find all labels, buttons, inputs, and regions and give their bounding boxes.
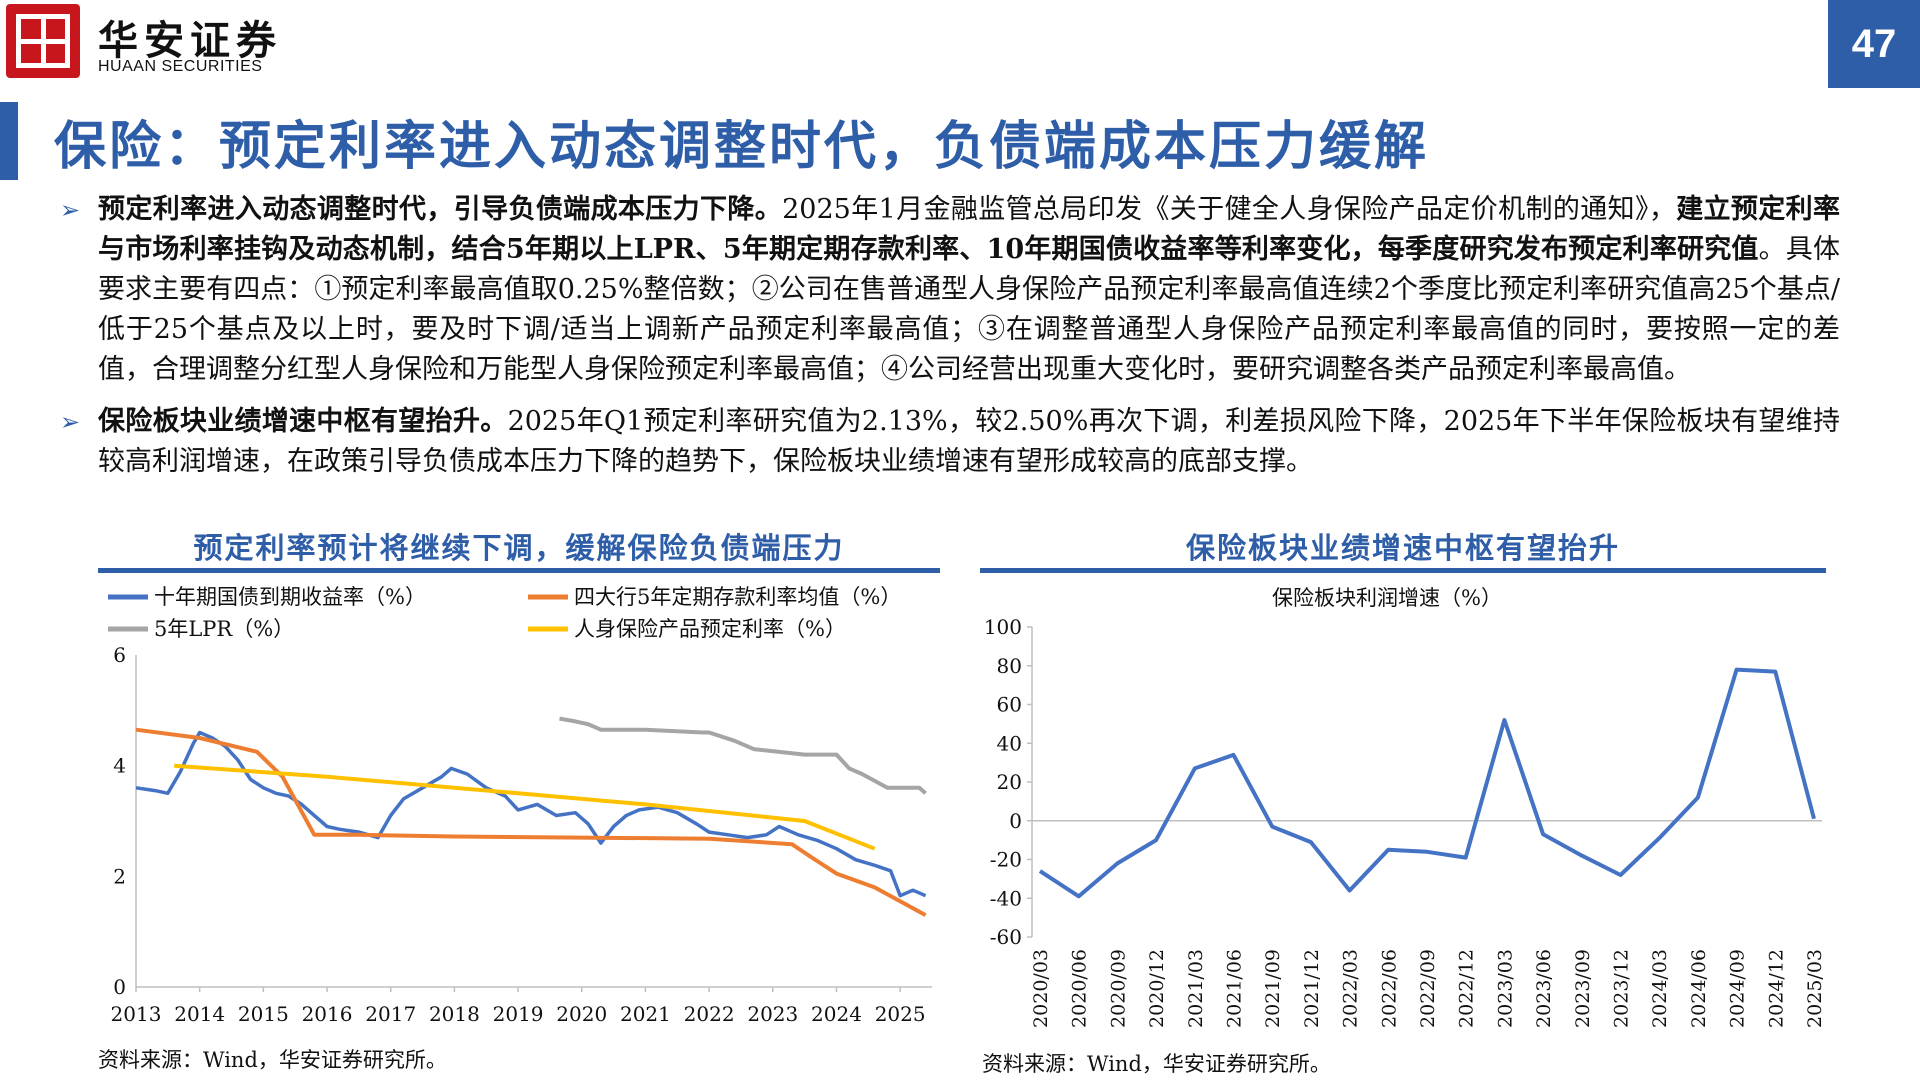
company-name-cn: 华安证券 [98, 17, 282, 64]
right-x-tick-label: 2020/12 [1146, 949, 1168, 1028]
bullet-1-seg-3: 建立预定利率与市场利率挂钩及动态机制，结合5年期以上LPR、5年期定期存款利率、… [98, 194, 1841, 265]
series-line-2 [135, 727, 927, 917]
left-chart: 十年期国债到期收益率（%） 四大行5年定期存款利率均值（%） 5年LPR（%） 人身保… [108, 585, 932, 1026]
bullet-1-seg-2: 2025年1月金融监管总局印发《关于健全人身保险产品定价机制的通知》， [782, 194, 1677, 225]
legend-label-2: 四大行5年定期存款利率均值（%） [574, 585, 901, 609]
right-x-tick-label: 2020/06 [1069, 949, 1091, 1028]
left-x-tick-label: 2021 [620, 1002, 671, 1026]
arrow-right-icon: ➢ [60, 196, 81, 224]
right-y-tick-label: 40 [997, 731, 1022, 755]
left-chart-source: 资料来源：Wind，华安证券研究所。 [98, 1048, 447, 1072]
left-y-tick-label: 4 [113, 754, 126, 778]
bullet-item-1: ➢ 预定利率进入动态调整时代，引导负债端成本压力下降。2025年1月金融监管总局… [60, 190, 1840, 390]
right-y-tick-label: -60 [990, 925, 1022, 949]
right-x-tick-label: 2025/03 [1804, 949, 1826, 1028]
right-x-tick-label: 2021/12 [1301, 949, 1323, 1028]
legend-label-3: 5年LPR（%） [154, 617, 294, 641]
right-x-tick-label: 2021/09 [1262, 949, 1284, 1028]
left-x-tick-label: 2018 [429, 1002, 480, 1026]
series-line-1 [135, 730, 927, 898]
right-y-tick-label: 0 [1009, 809, 1022, 833]
left-x-tick-label: 2020 [556, 1002, 607, 1026]
right-x-tick-label: 2022/06 [1378, 949, 1400, 1028]
bullet-2-seg-2: 2025年Q1预定利率研究值为2.13%，较2.50%再次下调，利差损风险下降，… [98, 406, 1840, 477]
bullet-1-seg-1: 预定利率进入动态调整时代，引导负债端成本压力下降。 [98, 194, 783, 225]
left-y-tick-label: 0 [113, 975, 126, 999]
left-x-tick-label: 2025 [875, 1002, 926, 1026]
left-y-tick-label: 6 [113, 643, 126, 667]
bullet-1-seg-4: 。具体要求主要有四点：①预定利率最高值取0.25%整倍数；②公司在售普通型人身保… [98, 234, 1841, 385]
right-x-tick-label: 2023/06 [1533, 949, 1555, 1028]
right-x-tick-label: 2024/09 [1727, 949, 1749, 1028]
right-x-tick-label: 2022/09 [1417, 949, 1439, 1028]
right-y-tick-label: 60 [997, 693, 1022, 717]
left-x-tick-label: 2022 [684, 1002, 735, 1026]
company-name-en: HUAAN SECURITIES [98, 58, 263, 75]
right-chart: 保险板块利润增速（%） -60 -40 -20 0 20 40 60 80 100 2020/03 2… [984, 586, 1826, 1028]
left-x-tick-label: 2013 [111, 1002, 162, 1026]
right-x-tick-label: 2024/12 [1765, 949, 1787, 1028]
right-x-tick-label: 2022/12 [1456, 949, 1478, 1028]
right-chart-title: 保险板块利润增速（%） [1272, 586, 1502, 610]
profit-growth-line [1038, 667, 1816, 899]
right-x-tick-label: 2021/03 [1185, 949, 1207, 1028]
page-number: 47 [1828, 0, 1920, 88]
right-x-tick-label: 2024/06 [1688, 949, 1710, 1028]
right-x-tick-label: 2023/12 [1611, 949, 1633, 1028]
right-x-tick-label: 2020/03 [1030, 949, 1052, 1028]
left-x-tick-label: 2019 [493, 1002, 544, 1026]
right-x-tick-label: 2020/09 [1107, 949, 1129, 1028]
left-x-tick-label: 2023 [747, 1002, 798, 1026]
right-x-tick-label: 2023/09 [1572, 949, 1594, 1028]
left-x-tick-label: 2015 [238, 1002, 289, 1026]
left-x-tick-label: 2014 [174, 1002, 225, 1026]
right-x-tick-label: 2024/03 [1649, 949, 1671, 1028]
bullet-item-2: ➢ 保险板块业绩增速中枢有望抬升。2025年Q1预定利率研究值为2.13%，较2… [60, 402, 1840, 482]
left-x-tick-label: 2017 [365, 1002, 416, 1026]
left-y-tick-label: 2 [113, 864, 126, 888]
bullet-list: ➢ 预定利率进入动态调整时代，引导负债端成本压力下降。2025年1月金融监管总局… [60, 190, 1840, 494]
right-chart-rule [980, 568, 1826, 573]
series-line-4 [174, 763, 876, 851]
right-y-tick-label: 80 [997, 654, 1022, 678]
right-x-tick-label: 2022/03 [1340, 949, 1362, 1028]
legend-label-4: 人身保险产品预定利率（%） [574, 617, 846, 641]
right-x-tick-label: 2021/06 [1224, 949, 1246, 1028]
right-x-tick-label: 2023/03 [1494, 949, 1516, 1028]
legend-label-1: 十年期国债到期收益率（%） [154, 585, 426, 609]
page-title: 保险：预定利率进入动态调整时代，负债端成本压力缓解 [54, 116, 1430, 177]
right-chart-source: 资料来源：Wind，华安证券研究所。 [982, 1052, 1331, 1076]
company-logo-mark [6, 4, 80, 78]
title-accent-bar [0, 102, 18, 180]
left-chart-heading: 预定利率预计将继续下调，缓解保险负债端压力 [193, 531, 845, 565]
series-line-3 [559, 716, 927, 795]
right-y-tick-label: -20 [990, 848, 1022, 872]
left-x-tick-label: 2016 [302, 1002, 353, 1026]
right-chart-heading: 保险板块业绩增速中枢有望抬升 [1185, 531, 1620, 565]
right-y-tick-label: 20 [997, 770, 1022, 794]
right-y-tick-label: 100 [984, 615, 1022, 639]
right-y-tick-label: -40 [990, 886, 1022, 910]
left-chart-rule [98, 568, 940, 573]
arrow-right-icon: ➢ [60, 408, 81, 436]
bullet-2-seg-1: 保险板块业绩增速中枢有望抬升。 [98, 406, 508, 437]
left-x-tick-label: 2024 [811, 1002, 862, 1026]
